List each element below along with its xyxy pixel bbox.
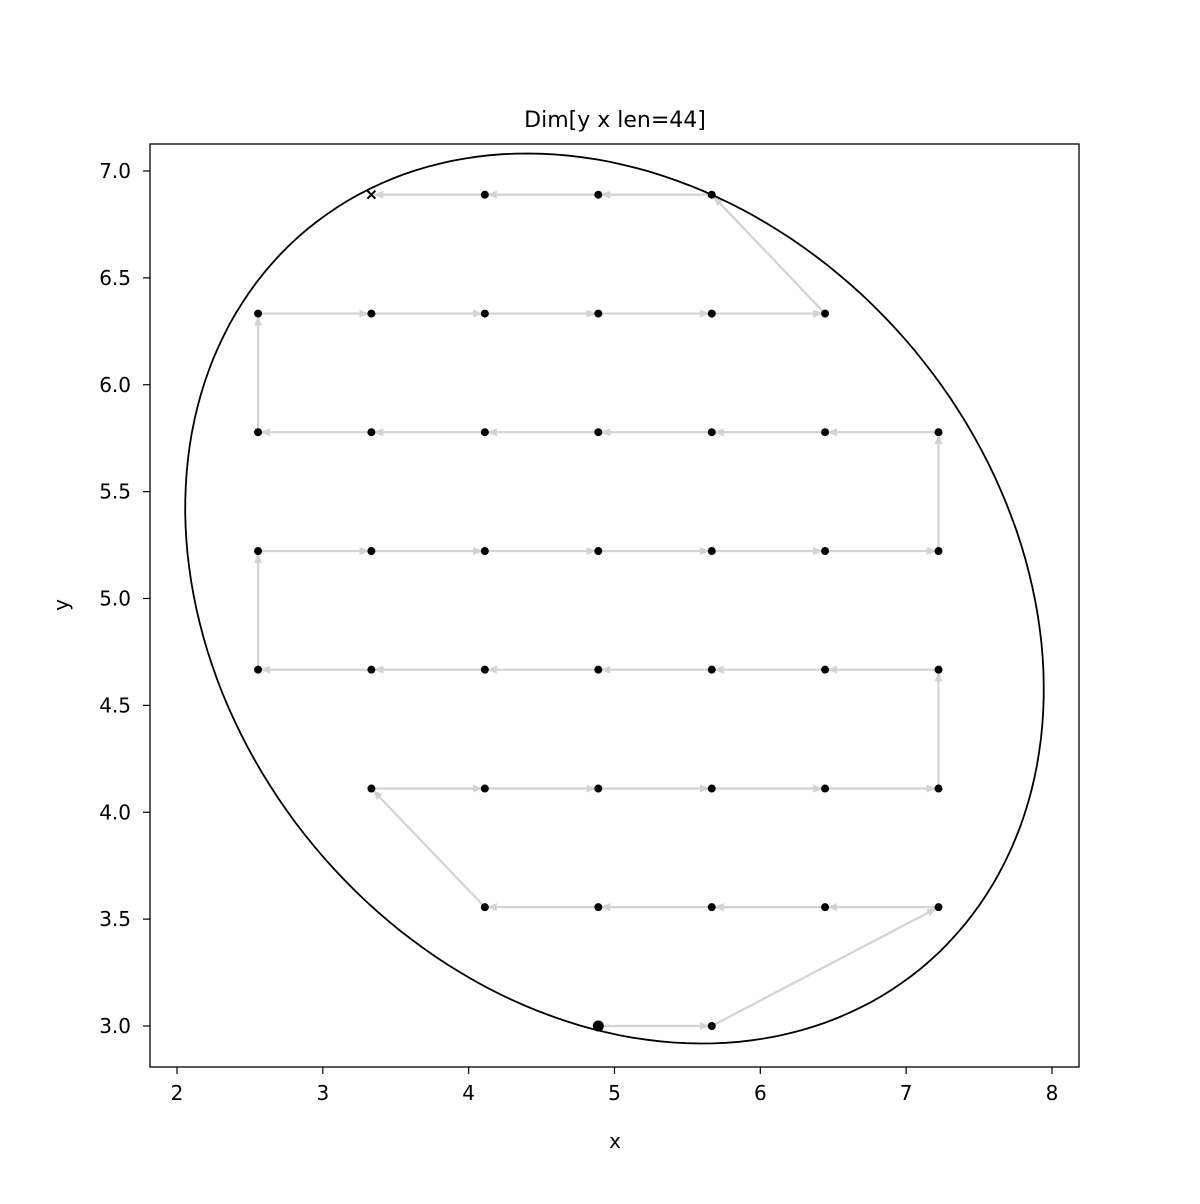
data-point: [480, 665, 489, 674]
data-point: [707, 428, 716, 437]
data-point: [594, 665, 603, 674]
data-point: [594, 309, 603, 318]
path-points: [254, 190, 943, 1032]
x-axis: 2 3 4 5 6 7 8: [171, 1067, 1059, 1105]
data-point: [594, 547, 603, 556]
ellipse-group: [184, 152, 1045, 1045]
start-point: [592, 1020, 604, 1032]
data-point: [821, 428, 830, 437]
path-arrow: [713, 196, 826, 315]
data-point: [480, 309, 489, 318]
x-tick-label: 8: [1046, 1081, 1059, 1105]
path-arrows: [254, 190, 943, 1030]
data-point: [594, 903, 603, 912]
data-point: [707, 1022, 716, 1030]
plot-frame: [149, 143, 1080, 1068]
x-tick-label: 7: [900, 1081, 913, 1105]
data-point: [480, 903, 489, 912]
chart-title: Dim[y x len=44]: [524, 108, 706, 133]
data-point: [367, 665, 376, 674]
y-axis: 3.0 3.5 4.0 4.5 5.0 5.5 6.0 6.5 7.0: [99, 159, 150, 1038]
ellipse: [184, 152, 1045, 1045]
data-point: [934, 428, 943, 437]
path-arrow: [372, 789, 486, 908]
data-point: [934, 547, 943, 556]
end-point-marker: [366, 190, 377, 200]
data-point: [254, 547, 263, 556]
x-axis-label: x: [609, 1129, 621, 1153]
y-tick-label: 5.5: [99, 480, 131, 504]
data-point: [594, 428, 603, 437]
data-point: [707, 784, 716, 793]
x-tick-label: 4: [462, 1081, 475, 1105]
x-tick-label: 5: [608, 1081, 621, 1105]
x-tick-label: 6: [754, 1081, 767, 1105]
data-point: [254, 309, 263, 318]
data-point: [480, 190, 489, 199]
data-point: [594, 190, 603, 199]
data-point: [934, 665, 943, 674]
data-point: [821, 903, 830, 912]
data-point: [821, 309, 830, 318]
data-point: [480, 428, 489, 437]
data-point: [821, 665, 830, 674]
data-point: [821, 547, 830, 556]
data-point: [934, 903, 943, 912]
y-tick-label: 3.0: [99, 1014, 131, 1038]
y-tick-label: 5.0: [99, 587, 131, 611]
data-point: [707, 309, 716, 318]
y-tick-label: 4.0: [99, 800, 131, 824]
y-tick-label: 3.5: [99, 907, 131, 931]
data-point: [480, 784, 489, 793]
y-tick-label: 6.0: [99, 373, 131, 397]
path-arrow: [711, 907, 937, 1027]
data-point: [707, 665, 716, 674]
data-point: [707, 903, 716, 912]
data-point: [480, 547, 489, 556]
data-point: [367, 784, 376, 793]
y-tick-label: 4.5: [99, 693, 131, 717]
data-point: [254, 428, 263, 437]
x-tick-label: 3: [316, 1081, 329, 1105]
data-point: [367, 547, 376, 556]
y-tick-label: 7.0: [99, 159, 131, 183]
data-point: [821, 784, 830, 793]
data-point: [254, 665, 263, 674]
data-point: [367, 309, 376, 318]
y-tick-label: 6.5: [99, 266, 131, 290]
data-point: [707, 547, 716, 556]
x-tick-label: 2: [171, 1081, 184, 1105]
data-point: [594, 784, 603, 793]
data-point: [934, 784, 943, 793]
y-axis-label: y: [49, 599, 73, 611]
data-point: [367, 428, 376, 437]
